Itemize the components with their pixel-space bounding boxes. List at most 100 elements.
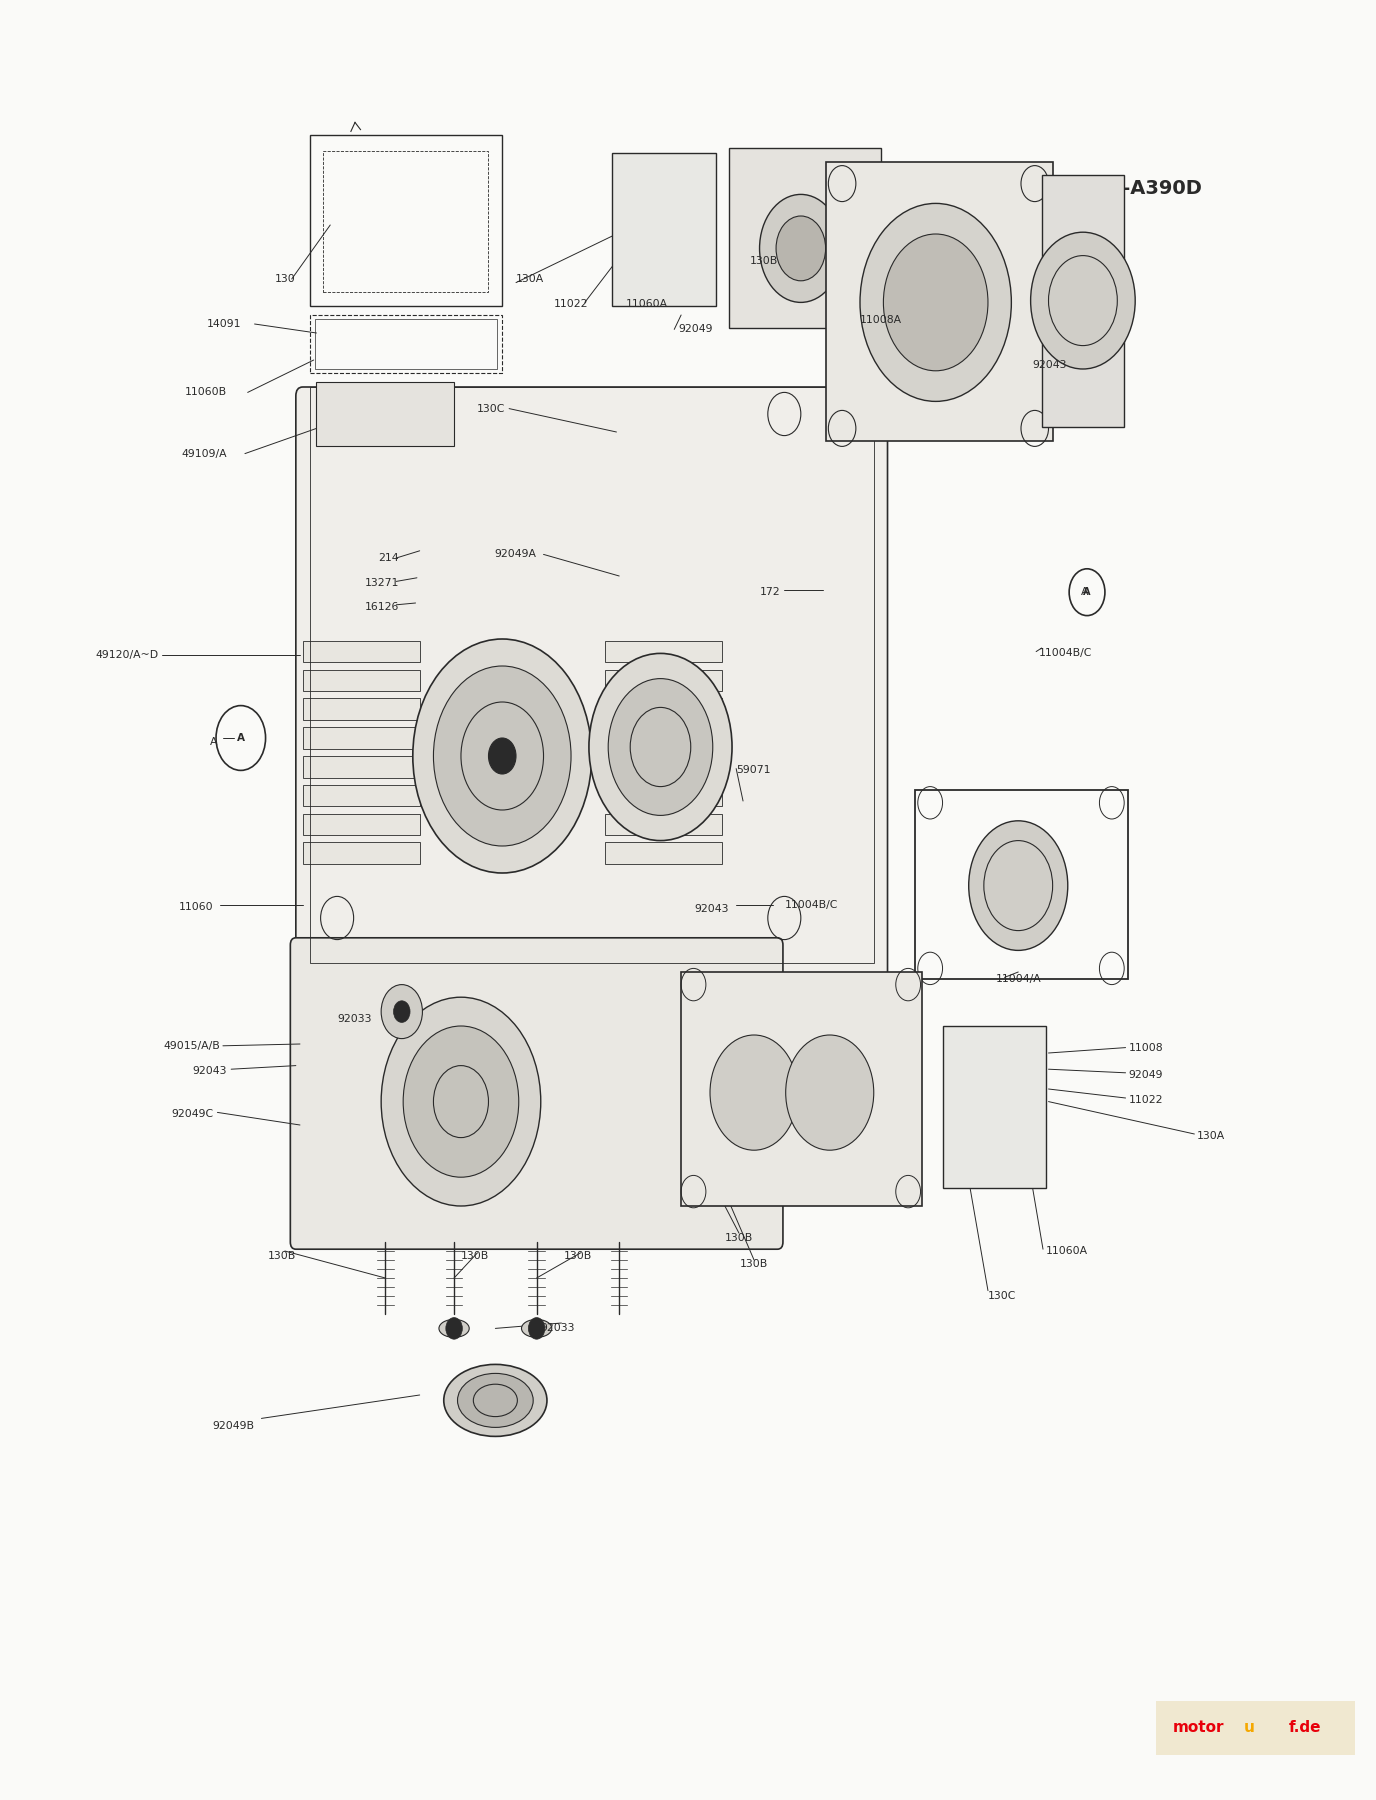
Text: 130B: 130B bbox=[740, 1258, 768, 1269]
Text: 92049C: 92049C bbox=[171, 1109, 213, 1120]
Text: u: u bbox=[1244, 1721, 1255, 1735]
Circle shape bbox=[608, 679, 713, 815]
Circle shape bbox=[589, 653, 732, 841]
Text: 92043: 92043 bbox=[1032, 360, 1066, 371]
Text: f.de: f.de bbox=[1288, 1721, 1321, 1735]
Bar bbox=[310, 315, 502, 373]
Text: 130A: 130A bbox=[516, 274, 544, 284]
Text: 92049: 92049 bbox=[678, 324, 713, 335]
Bar bbox=[310, 387, 874, 963]
Text: A: A bbox=[237, 733, 245, 743]
Bar bbox=[303, 814, 420, 835]
Text: 92033: 92033 bbox=[539, 1323, 575, 1334]
Text: 92033: 92033 bbox=[337, 1013, 372, 1024]
Text: 130A: 130A bbox=[1197, 1130, 1226, 1141]
Text: 11060A: 11060A bbox=[626, 299, 669, 310]
Text: 92049B: 92049B bbox=[212, 1420, 255, 1431]
Text: 59071: 59071 bbox=[736, 765, 771, 776]
Text: 130B: 130B bbox=[268, 1251, 296, 1262]
Text: 14091: 14091 bbox=[206, 319, 241, 329]
Circle shape bbox=[760, 194, 842, 302]
Text: 130C: 130C bbox=[988, 1291, 1017, 1301]
Ellipse shape bbox=[457, 1373, 533, 1427]
Bar bbox=[943, 1026, 1046, 1188]
Bar bbox=[303, 698, 420, 720]
Circle shape bbox=[381, 997, 541, 1206]
Circle shape bbox=[710, 1035, 798, 1150]
Text: 11060B: 11060B bbox=[184, 387, 227, 398]
Circle shape bbox=[488, 738, 516, 774]
Text: 11008A: 11008A bbox=[860, 315, 903, 326]
Bar bbox=[323, 151, 488, 292]
Ellipse shape bbox=[443, 1364, 546, 1436]
Bar bbox=[605, 698, 722, 720]
Bar bbox=[316, 382, 454, 446]
Circle shape bbox=[969, 821, 1068, 950]
Bar bbox=[605, 842, 722, 864]
Bar bbox=[303, 641, 420, 662]
Text: 130: 130 bbox=[275, 274, 296, 284]
Text: 172: 172 bbox=[760, 587, 780, 598]
Circle shape bbox=[403, 1026, 519, 1177]
Ellipse shape bbox=[439, 1319, 469, 1337]
Bar bbox=[729, 148, 881, 328]
Circle shape bbox=[776, 216, 826, 281]
Text: 130B: 130B bbox=[461, 1251, 488, 1262]
FancyBboxPatch shape bbox=[296, 387, 888, 981]
Bar bbox=[605, 785, 722, 806]
Text: 130B: 130B bbox=[564, 1251, 592, 1262]
Text: 49109/A: 49109/A bbox=[182, 448, 227, 459]
Circle shape bbox=[786, 1035, 874, 1150]
Circle shape bbox=[394, 1001, 410, 1022]
Circle shape bbox=[433, 666, 571, 846]
Circle shape bbox=[860, 203, 1011, 401]
Text: 92049: 92049 bbox=[1128, 1069, 1163, 1080]
Text: motor: motor bbox=[1174, 1721, 1225, 1735]
Text: 11022: 11022 bbox=[553, 299, 589, 310]
Bar bbox=[1042, 175, 1124, 427]
Circle shape bbox=[381, 985, 422, 1039]
Text: 92043: 92043 bbox=[695, 904, 729, 914]
Text: 214: 214 bbox=[378, 553, 399, 563]
Text: 16126: 16126 bbox=[365, 601, 399, 612]
Bar bbox=[303, 670, 420, 691]
Text: E0110-A390D: E0110-A390D bbox=[1055, 180, 1201, 198]
Circle shape bbox=[1031, 232, 1135, 369]
Circle shape bbox=[413, 639, 592, 873]
Bar bbox=[681, 972, 922, 1206]
Bar bbox=[315, 319, 497, 369]
Bar bbox=[605, 814, 722, 835]
Text: A: A bbox=[1083, 587, 1091, 598]
Bar bbox=[303, 756, 420, 778]
Text: 92043: 92043 bbox=[193, 1066, 227, 1076]
Ellipse shape bbox=[522, 1319, 552, 1337]
Text: 11004/A: 11004/A bbox=[995, 974, 1042, 985]
Text: 92049A: 92049A bbox=[494, 549, 537, 560]
Circle shape bbox=[883, 234, 988, 371]
Circle shape bbox=[528, 1318, 545, 1339]
FancyBboxPatch shape bbox=[290, 938, 783, 1249]
Bar bbox=[605, 641, 722, 662]
Text: 11004B/C: 11004B/C bbox=[784, 900, 838, 911]
Circle shape bbox=[446, 1318, 462, 1339]
Bar bbox=[605, 670, 722, 691]
Text: 13271: 13271 bbox=[365, 578, 399, 589]
Text: 49120/A~D: 49120/A~D bbox=[95, 650, 158, 661]
Text: A: A bbox=[209, 736, 217, 747]
Bar bbox=[303, 785, 420, 806]
Bar bbox=[1156, 1701, 1355, 1755]
Bar bbox=[303, 842, 420, 864]
Bar bbox=[605, 727, 722, 749]
Bar bbox=[612, 153, 716, 306]
Text: 130B: 130B bbox=[725, 1233, 753, 1244]
Text: 130C: 130C bbox=[476, 403, 505, 414]
Bar bbox=[310, 135, 502, 306]
Text: 11060: 11060 bbox=[179, 902, 213, 913]
Bar bbox=[826, 162, 1053, 441]
Text: 11004B/C: 11004B/C bbox=[1039, 648, 1093, 659]
Bar bbox=[605, 756, 722, 778]
Text: 11060A: 11060A bbox=[1046, 1246, 1088, 1256]
Text: 11008: 11008 bbox=[1128, 1042, 1163, 1053]
Text: 49015/A/B: 49015/A/B bbox=[164, 1040, 220, 1051]
Text: A: A bbox=[1080, 587, 1088, 598]
